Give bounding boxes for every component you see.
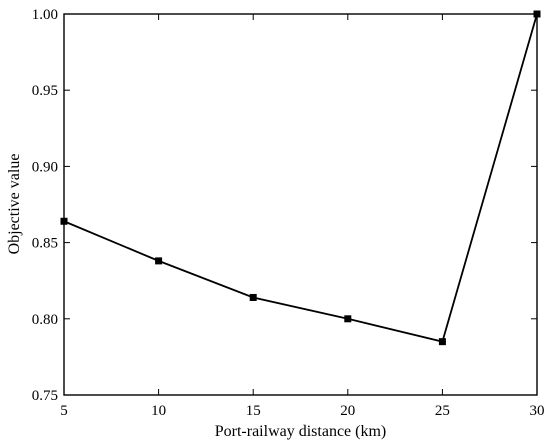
y-tick-label: 0.75 (32, 388, 58, 404)
plot-frame (63, 13, 538, 396)
data-point-marker (249, 293, 257, 301)
x-tick-label: 5 (60, 403, 68, 419)
tick-labels: 5 10 15 20 25 30 0.75 0.80 0.85 0.90 0.95 1.00 (32, 7, 545, 419)
y-tick-label: 0.80 (32, 312, 58, 328)
axis-ticks (63, 13, 538, 396)
data-point-marker (344, 315, 352, 323)
x-tick-label: 30 (530, 403, 545, 419)
x-tick-label: 20 (340, 403, 355, 419)
y-tick-label: 0.90 (32, 159, 58, 175)
y-tick-label: 0.85 (32, 236, 58, 252)
data-point-marker (60, 217, 68, 225)
data-point-marker (155, 257, 163, 265)
y-tick-label: 1.00 (32, 7, 58, 23)
y-axis-title: Objective value (6, 154, 23, 255)
data-point-marker (438, 338, 446, 346)
x-tick-label: 15 (246, 403, 261, 419)
series-line (63, 13, 538, 343)
y-tick-label: 0.95 (32, 83, 58, 99)
data-point-marker (533, 10, 541, 18)
x-axis-title: Port-railway distance (km) (215, 423, 387, 440)
series-layer (60, 10, 541, 346)
x-tick-label: 10 (151, 403, 166, 419)
x-tick-label: 25 (435, 403, 450, 419)
